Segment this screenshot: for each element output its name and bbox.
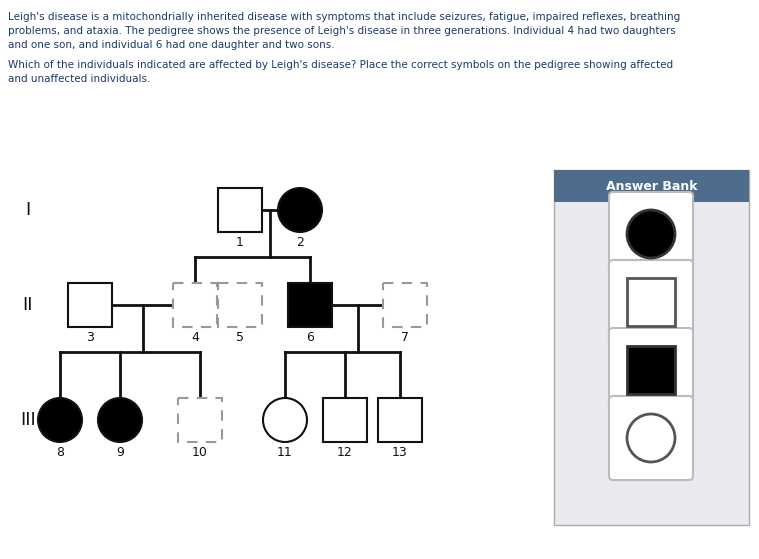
Text: 3: 3 bbox=[86, 331, 94, 344]
Bar bbox=[288, 283, 332, 327]
Bar bbox=[627, 346, 675, 394]
Bar bbox=[173, 283, 217, 327]
Text: 8: 8 bbox=[56, 446, 64, 459]
Circle shape bbox=[38, 398, 82, 442]
Text: problems, and ataxia. The pedigree shows the presence of Leigh's disease in thre: problems, and ataxia. The pedigree shows… bbox=[8, 26, 676, 36]
Text: and one son, and individual 6 had one daughter and two sons.: and one son, and individual 6 had one da… bbox=[8, 40, 335, 50]
Text: and unaffected individuals.: and unaffected individuals. bbox=[8, 74, 150, 84]
FancyBboxPatch shape bbox=[609, 396, 693, 480]
Text: 11: 11 bbox=[277, 446, 293, 459]
Text: 6: 6 bbox=[306, 331, 314, 344]
Text: 5: 5 bbox=[236, 331, 244, 344]
Text: 1: 1 bbox=[236, 236, 244, 249]
Bar bbox=[218, 188, 262, 232]
Text: 2: 2 bbox=[296, 236, 304, 249]
Bar bbox=[627, 278, 675, 326]
Circle shape bbox=[98, 398, 142, 442]
Bar bbox=[323, 398, 367, 442]
Text: 7: 7 bbox=[401, 331, 409, 344]
Text: 13: 13 bbox=[392, 446, 408, 459]
Bar bbox=[378, 398, 422, 442]
FancyBboxPatch shape bbox=[609, 260, 693, 344]
Text: 4: 4 bbox=[191, 331, 199, 344]
Bar bbox=[178, 398, 222, 442]
Circle shape bbox=[627, 210, 675, 258]
Bar bbox=[218, 283, 262, 327]
Text: III: III bbox=[20, 411, 36, 429]
Text: Which of the individuals indicated are affected by Leigh's disease? Place the co: Which of the individuals indicated are a… bbox=[8, 60, 673, 70]
Bar bbox=[554, 170, 749, 202]
Text: Leigh's disease is a mitochondrially inherited disease with symptoms that includ: Leigh's disease is a mitochondrially inh… bbox=[8, 12, 680, 22]
Text: I: I bbox=[25, 201, 30, 219]
Bar bbox=[68, 283, 112, 327]
Text: Answer Bank: Answer Bank bbox=[606, 179, 698, 192]
Text: 9: 9 bbox=[116, 446, 124, 459]
Circle shape bbox=[263, 398, 307, 442]
Text: 12: 12 bbox=[337, 446, 353, 459]
Text: 10: 10 bbox=[192, 446, 208, 459]
FancyBboxPatch shape bbox=[609, 192, 693, 276]
Circle shape bbox=[627, 414, 675, 462]
Text: II: II bbox=[23, 296, 33, 314]
Bar bbox=[554, 170, 749, 525]
Circle shape bbox=[278, 188, 322, 232]
Bar bbox=[383, 283, 427, 327]
FancyBboxPatch shape bbox=[609, 328, 693, 412]
